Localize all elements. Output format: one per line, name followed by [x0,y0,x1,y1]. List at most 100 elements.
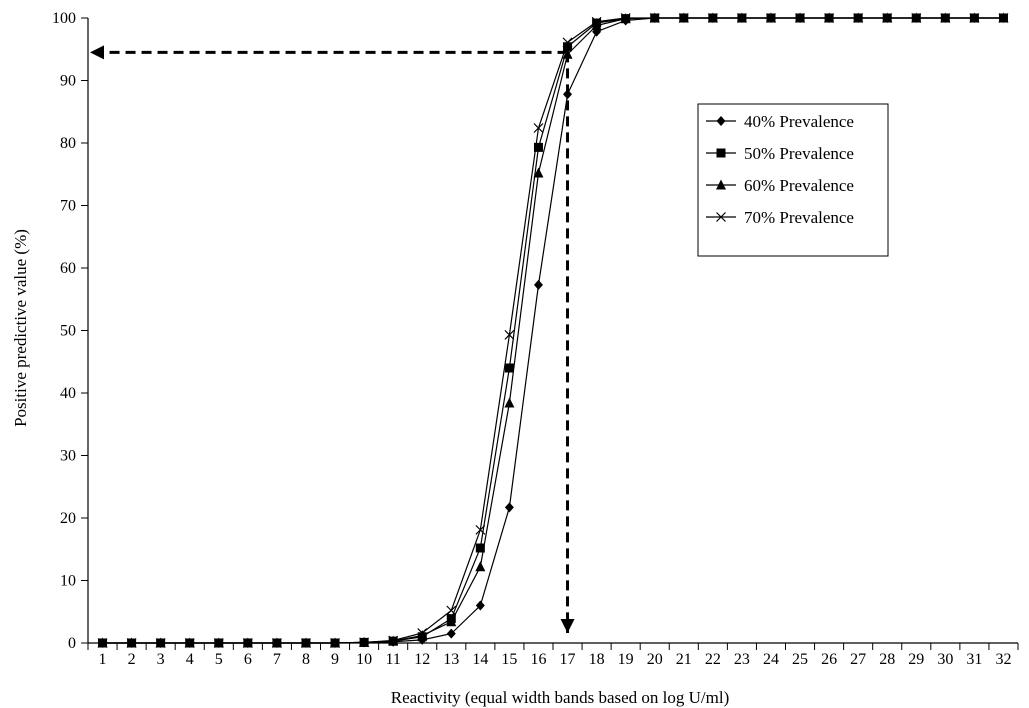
data-point-x [707,13,718,23]
data-point-diamond [446,628,456,639]
x-tick-label: 22 [705,651,721,668]
data-point-x [242,638,253,648]
data-point-x [882,13,893,23]
y-tick-label: 0 [68,635,76,652]
legend-item: 40% Prevalence [706,112,854,131]
x-tick-label: 28 [879,651,895,668]
x-tick-label: 15 [501,651,517,668]
series-line [102,17,1004,644]
data-point-square [475,543,485,553]
data-point-x [795,13,805,23]
x-tick-label: 10 [356,651,372,668]
x-tick-label: 6 [244,651,252,668]
x-tick-label: 20 [647,651,663,668]
y-tick-label: 80 [60,135,76,152]
legend-item: 60% Prevalence [706,176,854,195]
data-point-x [446,605,457,616]
data-point-square [563,42,573,52]
arrowhead-left [90,45,104,60]
x-tick-label: 26 [821,651,837,668]
x-tick-label: 24 [763,651,779,668]
annotations [90,45,575,633]
data-point-x [97,638,108,648]
data-point-x [213,638,224,648]
data-point-triangle [417,630,428,640]
x-tick-label: 7 [273,651,281,668]
legend-item: 70% Prevalence [706,208,854,227]
data-point-triangle [533,167,544,178]
data-point-diamond [475,600,485,611]
data-point-x [301,638,311,648]
data-point-x [271,638,282,648]
legend-label: 60% Prevalence [744,176,854,195]
data-point-x [475,524,486,535]
data-point-x [591,16,602,27]
legend-item: 50% Prevalence [706,144,854,163]
x-tick-label: 31 [966,651,982,668]
x-tick-label: 16 [530,651,546,668]
data-point-x [330,638,340,648]
legend-label: 50% Prevalence [744,144,854,163]
data-point-x [736,13,747,23]
data-point-square [504,363,514,373]
series-layer [97,12,1009,648]
x-tick-label: 5 [215,651,223,668]
x-tick-label: 14 [472,651,488,668]
x-tick-label: 4 [186,651,194,668]
series-x [97,13,1009,648]
x-tick-label: 19 [618,651,634,668]
legend-marker-triangle [716,179,726,190]
y-axis-title: Positive predictive value (%) [11,229,30,427]
x-tick-label: 11 [385,651,400,668]
data-point-square [533,142,543,152]
y-tick-label: 60 [60,260,76,277]
data-point-x [504,329,515,340]
data-point-triangle [562,48,573,59]
data-point-x [562,37,573,48]
data-point-x [620,13,631,23]
data-point-diamond [563,89,573,100]
data-point-x [126,638,137,648]
x-tick-label: 27 [850,651,866,668]
data-point-diamond [533,279,543,290]
x-tick-label: 30 [937,651,953,668]
legend-label: 40% Prevalence [744,112,854,131]
legend-label: 70% Prevalence [744,208,854,227]
legend-box [697,103,889,257]
data-point-triangle [591,20,602,30]
data-point-diamond [504,502,514,513]
data-point-x [824,13,835,23]
data-point-triangle [504,397,515,408]
y-tick-label: 100 [52,10,76,27]
x-tick-label: 1 [99,651,107,668]
data-point-x [911,13,922,23]
y-tick-label: 70 [60,198,76,215]
data-point-x [649,13,660,23]
x-tick-label: 18 [589,651,605,668]
data-point-x [533,123,544,133]
arrowhead-down [560,619,575,633]
y-tick-label: 40 [60,385,76,402]
x-tick-label: 9 [331,651,339,668]
legend-marker-square [716,148,726,158]
x-tick-label: 25 [792,651,808,668]
data-point-x [969,13,980,23]
legend: 40% Prevalence 50% Prevalence 60% Prevalen… [697,103,889,257]
y-tick-label: 90 [60,73,76,90]
x-tick-label: 8 [302,651,310,668]
data-point-x [388,635,399,646]
x-axis-title: Reactivity (equal width bands based on l… [391,688,730,707]
y-tick-label: 10 [60,573,76,590]
x-tick-label: 29 [908,651,924,668]
data-point-x [155,638,166,648]
legend-marker-diamond [716,116,726,126]
data-point-x [359,637,370,648]
x-tick-label: 2 [128,651,136,668]
data-point-x [998,13,1009,23]
x-tick-label: 12 [414,651,430,668]
x-tick-label: 3 [157,651,165,668]
x-tick-label: 21 [676,651,692,668]
